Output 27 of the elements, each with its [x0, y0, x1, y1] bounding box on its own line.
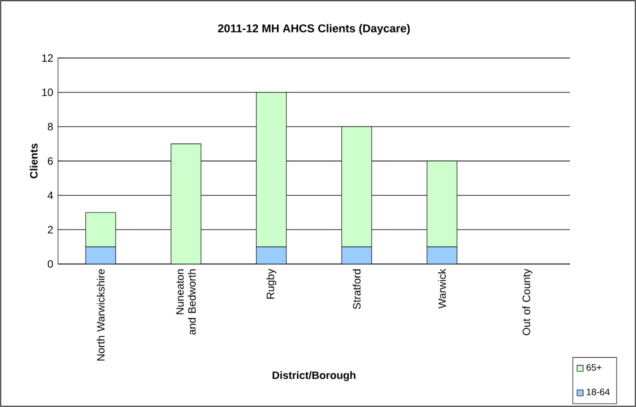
y-tick-label: 0: [48, 260, 53, 268]
bar: [342, 246, 372, 264]
bar: [426, 246, 458, 264]
chart-title: 2011-12 MH AHCS Clients (Daycare): [218, 24, 410, 35]
x-tick-label: Out of County: [522, 268, 532, 336]
y-axis-title: Clients: [30, 144, 38, 178]
y-tick-label: 4: [48, 192, 53, 199]
x-tick-label: Rugby: [266, 268, 276, 299]
x-tick-label: Warwick: [438, 268, 446, 309]
legend-label: 65+: [586, 364, 602, 371]
bar: [341, 126, 372, 248]
y-tick-label: 12: [42, 54, 53, 62]
x-tick-label: Stratford: [352, 269, 361, 310]
bar: [85, 212, 116, 248]
y-tick-label: 8: [48, 122, 53, 130]
bar: [256, 246, 286, 264]
x-tick-label: North Warwickshire: [96, 269, 105, 360]
y-tick-label: 10: [42, 88, 53, 96]
y-tick-label: 2: [48, 226, 53, 234]
y-tick-label: 6: [48, 157, 53, 165]
legend-label: 18-64: [586, 388, 610, 396]
bar: [426, 160, 458, 248]
x-tick-label: Nuneaton and Bedworth: [176, 269, 196, 335]
bar: [171, 144, 202, 264]
bar: [256, 92, 287, 248]
bar: [86, 246, 116, 264]
x-axis-title: District/Borough: [272, 371, 356, 382]
